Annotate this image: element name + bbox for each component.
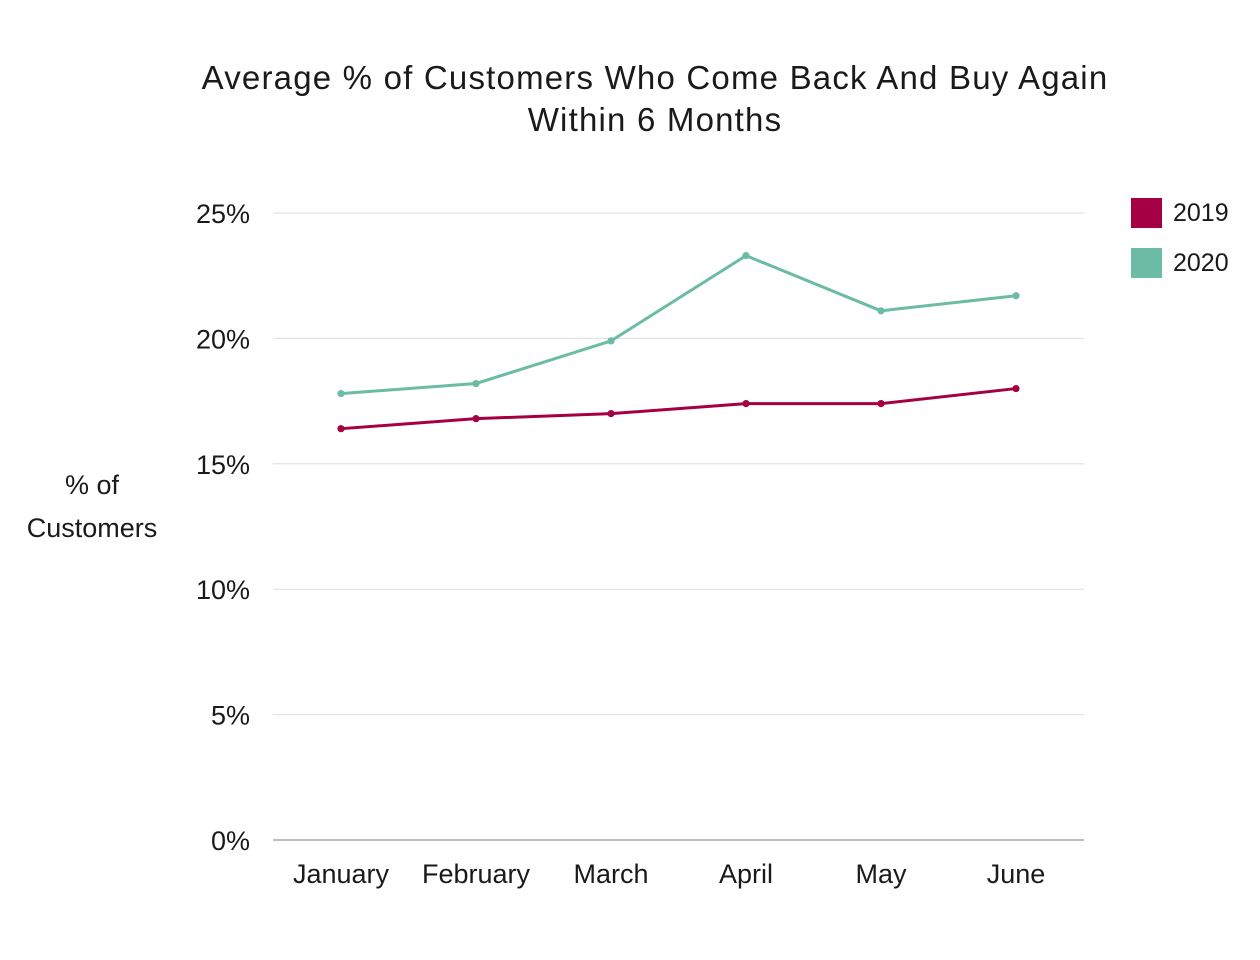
y-axis-label-line-1: % of	[65, 470, 120, 500]
series-line-2019	[339, 387, 1018, 431]
y-axis-label: % of Customers	[27, 470, 158, 543]
legend: 2019 2020	[1131, 198, 1229, 278]
data-point-2020-june	[1012, 292, 1020, 300]
x-tick-label-may: May	[855, 859, 907, 889]
y-tick-label-5: 5%	[211, 701, 250, 731]
x-tick-label-february: February	[422, 859, 531, 889]
data-point-2019-may	[877, 400, 885, 408]
chart-title-line-1: Average % of Customers Who Come Back And…	[202, 59, 1109, 96]
chart-title-line-2: Within 6 Months	[528, 101, 783, 138]
series-2020	[337, 252, 1020, 398]
data-point-2019-february	[472, 415, 480, 423]
y-tick-label-15: 15%	[196, 450, 250, 480]
x-axis-ticks: January February March April May June	[293, 859, 1045, 889]
series-2019	[337, 384, 1020, 433]
y-tick-label-10: 10%	[196, 575, 250, 605]
data-point-2019-june	[1012, 384, 1020, 393]
legend-label-2019: 2019	[1173, 199, 1229, 227]
data-point-2020-january	[337, 389, 345, 398]
x-tick-label-june: June	[987, 859, 1046, 889]
legend-swatch-2020	[1131, 248, 1162, 278]
y-tick-label-20: 20%	[196, 324, 250, 354]
series-line-2020	[339, 254, 1018, 396]
legend-label-2020: 2020	[1173, 249, 1229, 277]
y-axis-label-line-2: Customers	[27, 513, 158, 543]
x-tick-label-april: April	[719, 859, 773, 889]
legend-item-2019: 2019	[1131, 198, 1229, 228]
data-point-2019-april	[742, 400, 750, 408]
y-tick-label-25: 25%	[196, 199, 250, 229]
chart-title: Average % of Customers Who Come Back And…	[202, 59, 1109, 138]
legend-item-2020: 2020	[1131, 248, 1229, 278]
x-tick-label-march: March	[573, 859, 648, 889]
data-point-2020-february	[472, 379, 480, 388]
data-point-2019-march	[607, 410, 615, 418]
x-tick-label-january: January	[293, 859, 390, 889]
y-axis-ticks: 0% 5% 10% 15% 20% 25%	[196, 199, 250, 856]
legend-swatch-2019	[1131, 198, 1162, 228]
data-point-2020-april	[742, 252, 750, 260]
data-point-2020-march	[607, 337, 615, 345]
series-layer	[337, 252, 1020, 433]
data-point-2019-january	[337, 425, 345, 433]
y-tick-label-0: 0%	[211, 826, 250, 856]
data-point-2020-may	[877, 307, 885, 315]
gridlines	[273, 212, 1084, 841]
